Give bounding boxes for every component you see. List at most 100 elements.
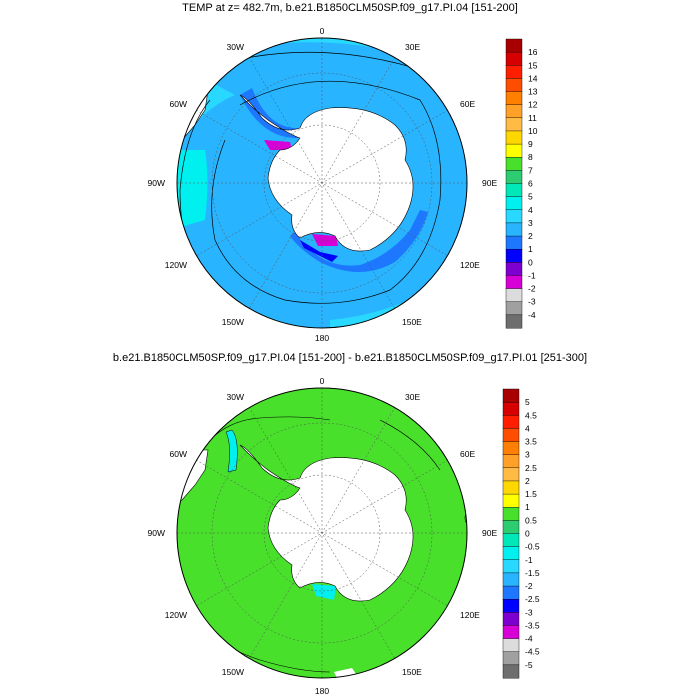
top-colorbar-box bbox=[505, 157, 523, 171]
top-colorbar-label: 6 bbox=[528, 179, 533, 189]
bottom-colorbar-box bbox=[502, 493, 520, 508]
bottom-colorbar-label: -1.5 bbox=[525, 568, 540, 578]
bottom-colorbar-label: -3 bbox=[525, 607, 533, 617]
top-land-antarctica bbox=[239, 94, 414, 252]
bottom-lon-90w: 90W bbox=[148, 528, 165, 538]
top-map: 0 30E 60E 90E 120E 150E 180 150W 120W 90… bbox=[148, 26, 498, 343]
bottom-colorbar-box bbox=[502, 454, 520, 469]
top-lon-120e: 120E bbox=[460, 260, 480, 270]
bottom-colorbar-label: 4.5 bbox=[525, 410, 537, 420]
bottom-colorbar-box bbox=[502, 651, 520, 666]
top-colorbar-box bbox=[505, 222, 523, 237]
top-colorbar-box bbox=[505, 104, 523, 119]
bottom-colorbar-box bbox=[502, 546, 520, 561]
bottom-colorbar-box bbox=[502, 598, 520, 613]
top-colorbar-label: -3 bbox=[528, 297, 536, 307]
top-panel-title: TEMP at z= 482.7m, b.e21.B1850CLM50SP.f0… bbox=[182, 2, 518, 14]
top-colorbar-label: 16 bbox=[528, 47, 538, 57]
bottom-colorbar-label: 0.5 bbox=[525, 515, 537, 525]
bottom-lon-90e: 90E bbox=[482, 528, 497, 538]
bottom-colorbar-label: 4 bbox=[525, 423, 530, 433]
bottom-colorbar-label: 1.5 bbox=[525, 489, 537, 499]
bottom-colorbar-box bbox=[502, 401, 520, 416]
bottom-cyan-peninsula bbox=[225, 429, 238, 473]
top-colorbar-box bbox=[505, 301, 523, 316]
top-map-border bbox=[176, 37, 468, 329]
top-colorbar-box bbox=[505, 91, 523, 106]
bottom-graticule bbox=[177, 388, 467, 678]
top-ocean-5-west bbox=[177, 150, 208, 230]
bottom-lon-0: 0 bbox=[320, 376, 325, 386]
bottom-colorbar-box bbox=[502, 625, 520, 639]
top-purple-weddell bbox=[264, 140, 292, 150]
bottom-colorbar-label: 3 bbox=[525, 450, 530, 460]
top-colorbar-box bbox=[505, 170, 523, 184]
bottom-colorbar-label: 2 bbox=[525, 476, 530, 486]
top-cold-band-ross bbox=[290, 210, 428, 272]
top-colorbar-label: -1 bbox=[528, 270, 536, 280]
top-colorbar-label: 12 bbox=[528, 100, 538, 110]
bottom-map-border bbox=[176, 387, 468, 679]
top-lon-120w: 120W bbox=[165, 260, 187, 270]
bottom-colorbar-label: 1 bbox=[525, 502, 530, 512]
top-lon-60e: 60E bbox=[460, 99, 475, 109]
top-contour-inner bbox=[211, 80, 442, 304]
bottom-map: 0 30E 60E 90E 120E 150E 180 150W 120W 90… bbox=[148, 376, 498, 696]
bottom-lon-120w: 120W bbox=[165, 610, 187, 620]
top-colorbar-label: 1 bbox=[528, 244, 533, 254]
bottom-colorbar-label: 0 bbox=[525, 529, 530, 539]
top-colorbar-label: 11 bbox=[528, 113, 537, 123]
top-colorbar-box bbox=[505, 314, 523, 329]
top-colorbar-label: -4 bbox=[528, 310, 536, 320]
bottom-panel-title: b.e21.B1850CLM50SP.f09_g17.PI.04 [151-20… bbox=[112, 352, 588, 364]
bottom-colorbar-box bbox=[502, 415, 520, 429]
bottom-lon-150e: 150E bbox=[402, 667, 422, 677]
top-lon-150e: 150E bbox=[402, 317, 422, 327]
top-lon-90e: 90E bbox=[482, 178, 497, 188]
bottom-colorbar-label: -0.5 bbox=[525, 542, 540, 552]
top-colorbar-box bbox=[505, 78, 523, 92]
top-colorbar-label: 2 bbox=[528, 231, 533, 241]
top-blue-ross bbox=[300, 240, 338, 262]
bottom-colorbar-box bbox=[502, 612, 520, 626]
top-colorbar-label: 14 bbox=[528, 73, 538, 83]
bottom-lon-120e: 120E bbox=[460, 610, 480, 620]
bottom-colorbar-box bbox=[502, 428, 520, 442]
top-lon-30e: 30E bbox=[405, 42, 420, 52]
bottom-contour-a bbox=[209, 416, 331, 441]
bottom-colorbar-label: -2 bbox=[525, 581, 533, 591]
top-colorbar-label: 0 bbox=[528, 257, 533, 267]
bottom-colorbar-box bbox=[502, 559, 520, 574]
top-colorbar-label: 13 bbox=[528, 87, 538, 97]
bottom-lon-60w: 60W bbox=[170, 449, 187, 459]
top-lon-90w: 90W bbox=[148, 178, 165, 188]
top-colorbar-label: 5 bbox=[528, 192, 533, 202]
bottom-colorbar-box bbox=[502, 664, 520, 679]
top-colorbar-box bbox=[505, 196, 523, 211]
bottom-colorbar-box bbox=[502, 467, 520, 482]
bottom-colorbar: 5 4.5 4 3.5 3 2.5 2 1.5 1 0.5 0 -0.5 -1 -1.5 -2 -2.5 -3 -… bbox=[502, 388, 540, 679]
bottom-cyan-ross bbox=[312, 584, 336, 600]
top-colorbar-label: 15 bbox=[528, 60, 538, 70]
bottom-colorbar-label: -3.5 bbox=[525, 620, 540, 630]
top-lon-150w: 150W bbox=[222, 317, 244, 327]
top-cold-band-peninsula bbox=[240, 88, 300, 139]
top-colorbar-label: 4 bbox=[528, 205, 533, 215]
top-colorbar-box bbox=[505, 38, 523, 53]
top-colorbar-box bbox=[505, 275, 523, 289]
top-colorbar-box bbox=[505, 183, 523, 198]
bottom-colorbar-label: 2.5 bbox=[525, 463, 537, 473]
bottom-colorbar-box bbox=[502, 638, 520, 653]
bottom-colorbar-label: -4 bbox=[525, 634, 533, 644]
top-colorbar-box bbox=[505, 130, 523, 145]
bottom-contour-c bbox=[379, 419, 441, 471]
top-lon-0: 0 bbox=[320, 26, 325, 36]
bottom-colorbar-label: -5 bbox=[525, 660, 533, 670]
top-purple-ross bbox=[312, 234, 338, 246]
top-lon-30w: 30W bbox=[227, 42, 244, 52]
bottom-land-antarctica bbox=[239, 444, 414, 602]
bottom-colorbar-box bbox=[502, 520, 520, 534]
bottom-lon-60e: 60E bbox=[460, 449, 475, 459]
